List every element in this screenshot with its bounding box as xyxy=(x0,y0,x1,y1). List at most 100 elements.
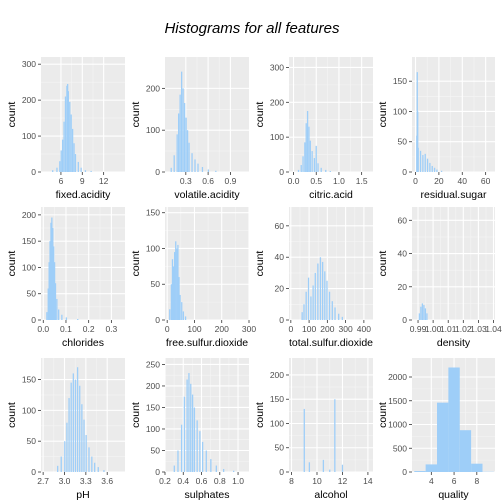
histogram-bar xyxy=(69,101,71,172)
x-tick-label: 0 xyxy=(413,176,418,186)
y-tick-label: 150 xyxy=(22,375,36,385)
x-axis-label: total.sulfur.dioxide xyxy=(289,337,373,349)
histogram-bar xyxy=(309,140,311,172)
x-axis-label: citric.acid xyxy=(309,189,353,201)
histogram-bar xyxy=(173,465,175,472)
y-tick-label: 300 xyxy=(22,59,36,69)
panel-background xyxy=(41,57,125,172)
y-tick-label: 100 xyxy=(146,424,160,434)
y-axis-label: count xyxy=(254,251,266,277)
histogram-bar xyxy=(74,379,77,472)
histogram-bar xyxy=(180,71,183,172)
histogram-bar xyxy=(66,85,68,172)
histogram-bar xyxy=(80,167,82,172)
histogram-bar xyxy=(180,424,183,472)
y-tick-label: 60 xyxy=(398,215,408,225)
histogram-bar xyxy=(57,465,59,472)
histogram-bar xyxy=(297,169,300,172)
histogram-bar xyxy=(170,284,173,320)
x-tick-label: 6 xyxy=(59,176,64,186)
x-tick-label: 0 xyxy=(288,324,293,334)
bar-layer xyxy=(57,367,105,472)
histogram-bar xyxy=(329,170,331,172)
x-tick-label: 8 xyxy=(474,476,479,486)
y-tick-label: 150 xyxy=(270,394,284,404)
y-axis-label: count xyxy=(377,102,389,128)
x-tick-label: 40 xyxy=(458,176,468,186)
histogram-bar xyxy=(199,431,201,472)
histogram-bar xyxy=(196,420,198,472)
facet-panel: 0 20 40 60 0 100 200 300 400 total.sulfur.dioxide… xyxy=(254,207,373,349)
y-axis-label: count xyxy=(130,102,142,128)
histogram-bar xyxy=(423,305,425,320)
y-tick-label: 0 xyxy=(279,315,284,325)
histogram-bar xyxy=(425,464,438,472)
x-tick-label: 0.0 xyxy=(37,324,49,334)
bar-layer xyxy=(170,71,217,172)
histogram-bar xyxy=(331,301,333,320)
y-tick-label: 250 xyxy=(146,359,160,369)
histogram-bar xyxy=(48,262,50,320)
histogram-bar xyxy=(305,123,307,172)
y-tick-label: 40 xyxy=(275,252,285,262)
panel-background xyxy=(289,358,373,472)
x-tick-label: 3.6 xyxy=(101,476,113,486)
histogram-bar xyxy=(419,150,422,172)
histogram-bar xyxy=(91,456,93,472)
x-axis-label: residual.sugar xyxy=(421,189,487,201)
facet-panel: 0 500 1000 1500 2000 4 6 8 quality count xyxy=(377,358,495,501)
histogram-bar xyxy=(56,167,58,172)
histogram-bar xyxy=(421,303,424,320)
histogram-bar xyxy=(81,404,83,472)
histogram-bar xyxy=(417,111,419,172)
y-tick-label: 40 xyxy=(398,249,408,259)
y-tick-label: 100 xyxy=(146,125,160,135)
histogram-bar xyxy=(175,241,177,320)
histogram-bar xyxy=(321,261,324,320)
x-tick-label: 3.0 xyxy=(59,476,71,486)
x-tick-label: 0.6 xyxy=(202,176,214,186)
histogram-bar xyxy=(76,367,79,472)
y-axis-label: count xyxy=(6,251,18,277)
histogram-bar xyxy=(210,459,212,472)
histogram-bar xyxy=(50,222,52,320)
x-axis-label: volatile.acidity xyxy=(174,189,240,201)
y-axis-label: count xyxy=(6,402,18,428)
histogram-bar xyxy=(54,283,57,320)
histogram-bar xyxy=(53,262,56,320)
y-tick-label: 0 xyxy=(155,167,160,177)
histogram-bar xyxy=(325,169,327,172)
y-tick-label: 60 xyxy=(275,221,285,231)
x-tick-label: 300 xyxy=(242,324,256,334)
facet-panel: 0 50 100 150 0 100 200 300 free.sulfur.dioxide co… xyxy=(130,207,256,349)
x-axis-label: density xyxy=(437,337,471,349)
histogram-bar xyxy=(315,145,317,172)
y-tick-label: 0 xyxy=(279,467,284,477)
histogram-bar xyxy=(71,128,74,172)
histogram-bar xyxy=(302,156,304,172)
histogram-bar xyxy=(194,159,196,172)
histogram-bar xyxy=(171,259,174,320)
histogram-bar xyxy=(174,252,176,320)
histogram-bar xyxy=(185,117,187,172)
histogram-bar xyxy=(301,312,303,320)
x-tick-label: 0 xyxy=(165,324,170,334)
histogram-bar xyxy=(94,462,96,472)
y-axis-label: count xyxy=(130,402,142,428)
x-tick-label: 0.2 xyxy=(83,324,95,334)
x-tick-label: 9 xyxy=(80,176,85,186)
panel-background xyxy=(289,57,373,172)
histogram-bar xyxy=(60,150,62,172)
histogram-bar xyxy=(308,462,311,472)
histogram-bar xyxy=(191,394,194,472)
histogram-bar xyxy=(437,402,449,472)
histogram-bar xyxy=(64,96,67,172)
x-tick-label: 1.5 xyxy=(356,176,368,186)
y-tick-label: 1000 xyxy=(388,420,407,430)
x-tick-label: 200 xyxy=(320,324,334,334)
y-tick-label: 50 xyxy=(151,279,161,289)
x-tick-label: 1.03 xyxy=(470,324,487,334)
histogram-bar xyxy=(300,165,302,172)
